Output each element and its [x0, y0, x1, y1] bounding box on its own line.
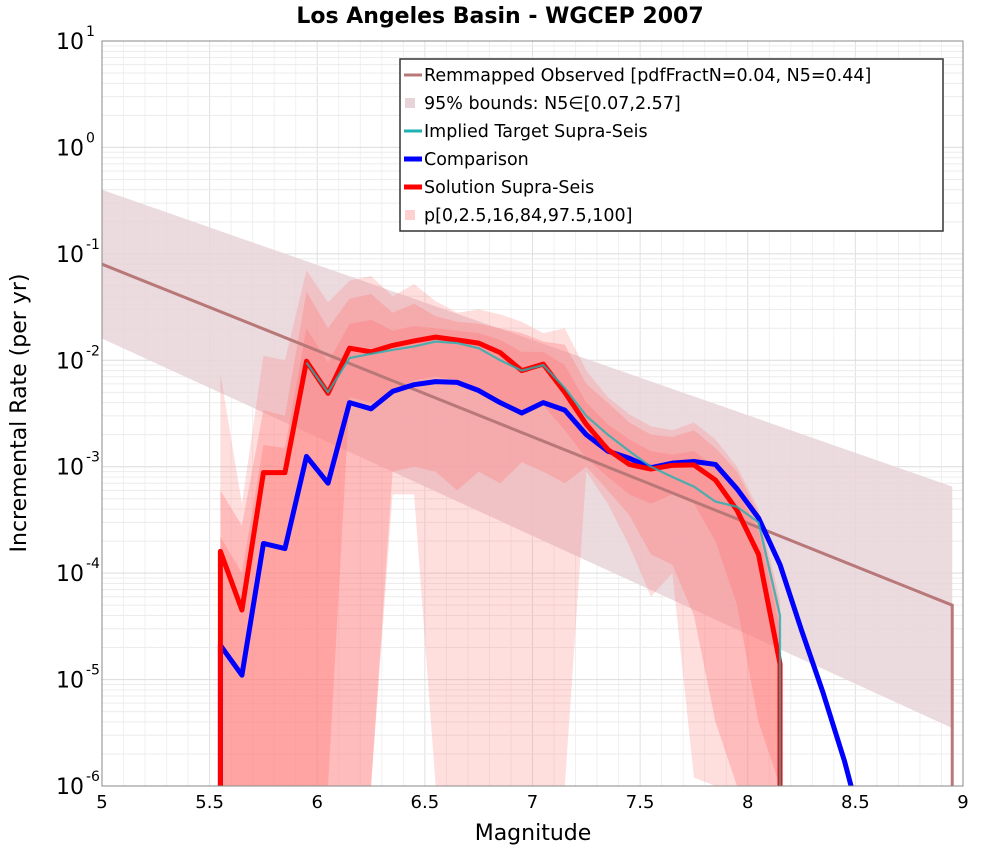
legend-label: Comparison: [424, 150, 529, 170]
legend-item: p[0,2.5,16,84,97.5,100]: [405, 206, 632, 226]
y-tick-label: 10 -2: [56, 343, 100, 374]
x-tick-label: 5: [96, 792, 107, 813]
y-tick-exponent: -2: [86, 343, 100, 359]
y-tick-base: 10: [56, 243, 84, 268]
y-tick-label: 10 1: [56, 24, 95, 55]
y-tick-exponent: -1: [86, 237, 100, 253]
percentile-bands: [220, 270, 781, 786]
y-tick-exponent: -3: [86, 450, 100, 466]
y-tick-base: 10: [56, 669, 84, 694]
legend-item: Implied Target Supra-Seis: [404, 122, 648, 142]
legend-item: Remmapped Observed [pdfFractN=0.04, N5=0…: [404, 66, 871, 86]
y-tick-exponent: -6: [86, 769, 100, 785]
x-tick-label: 6: [312, 792, 323, 813]
y-axis-label: Incremental Rate (per yr): [7, 274, 32, 553]
y-tick-base: 10: [56, 456, 84, 481]
y-tick-exponent: -4: [86, 556, 100, 572]
y-tick-base: 10: [56, 30, 84, 55]
bounds-band: [102, 189, 953, 786]
y-tick-label: 10 -5: [56, 663, 100, 694]
x-axis-ticks: 5 5.5 6 6.5 7 7.5 8 8.5 9: [96, 792, 968, 813]
legend-item: 95% bounds: N5∈[0.07,2.57]: [405, 94, 681, 114]
legend: Remmapped Observed [pdfFractN=0.04, N5=0…: [399, 58, 944, 232]
x-tick-label: 8.5: [841, 792, 870, 813]
legend-label: Implied Target Supra-Seis: [424, 122, 648, 142]
comparison-line: [217, 379, 854, 787]
legend-item: Solution Supra-Seis: [404, 178, 594, 198]
y-tick-exponent: 0: [86, 130, 95, 146]
implied-target-line: [305, 340, 782, 786]
y-tick-exponent: 1: [86, 24, 95, 40]
legend-fill-swatch: [405, 98, 415, 108]
legend-label: p[0,2.5,16,84,97.5,100]: [424, 206, 632, 226]
y-tick-base: 10: [56, 349, 84, 374]
legend-box: [399, 58, 944, 232]
y-tick-base: 10: [56, 136, 84, 161]
legend-label: Solution Supra-Seis: [424, 178, 594, 198]
legend-fill-swatch: [405, 210, 415, 220]
y-tick-label: 10 -6: [56, 769, 100, 800]
solution-line: [217, 334, 783, 786]
bounds-95-band: [102, 189, 953, 786]
series-lines: [101, 262, 954, 787]
x-tick-label: 7: [527, 792, 538, 813]
y-tick-exponent: -5: [86, 663, 100, 679]
legend-label: 95% bounds: N5∈[0.07,2.57]: [424, 94, 681, 114]
legend-label: Remmapped Observed [pdfFractN=0.04, N5=0…: [424, 66, 871, 86]
y-tick-base: 10: [56, 562, 84, 587]
percentile-band-p2_5_97_5: [220, 291, 781, 786]
percentile-band-p16_84: [220, 319, 781, 786]
x-tick-label: 6.5: [411, 792, 440, 813]
y-tick-label: 10 -1: [56, 237, 100, 268]
y-tick-base: 10: [56, 775, 84, 800]
x-tick-label: 9: [957, 792, 968, 813]
y-tick-label: 10 0: [56, 130, 95, 161]
plot-frame: [101, 40, 964, 787]
legend-item: Comparison: [404, 150, 529, 170]
y-tick-label: 10 -4: [56, 556, 100, 587]
x-tick-label: 5.5: [195, 792, 224, 813]
x-tick-label: 8: [742, 792, 753, 813]
chart-title: Los Angeles Basin - WGCEP 2007: [296, 4, 703, 29]
y-tick-label: 10 -3: [56, 450, 100, 481]
percentile-band-p0_100: [220, 270, 781, 786]
x-axis-label: Magnitude: [475, 821, 592, 846]
observed-line: [101, 262, 954, 786]
x-tick-label: 7.5: [626, 792, 655, 813]
